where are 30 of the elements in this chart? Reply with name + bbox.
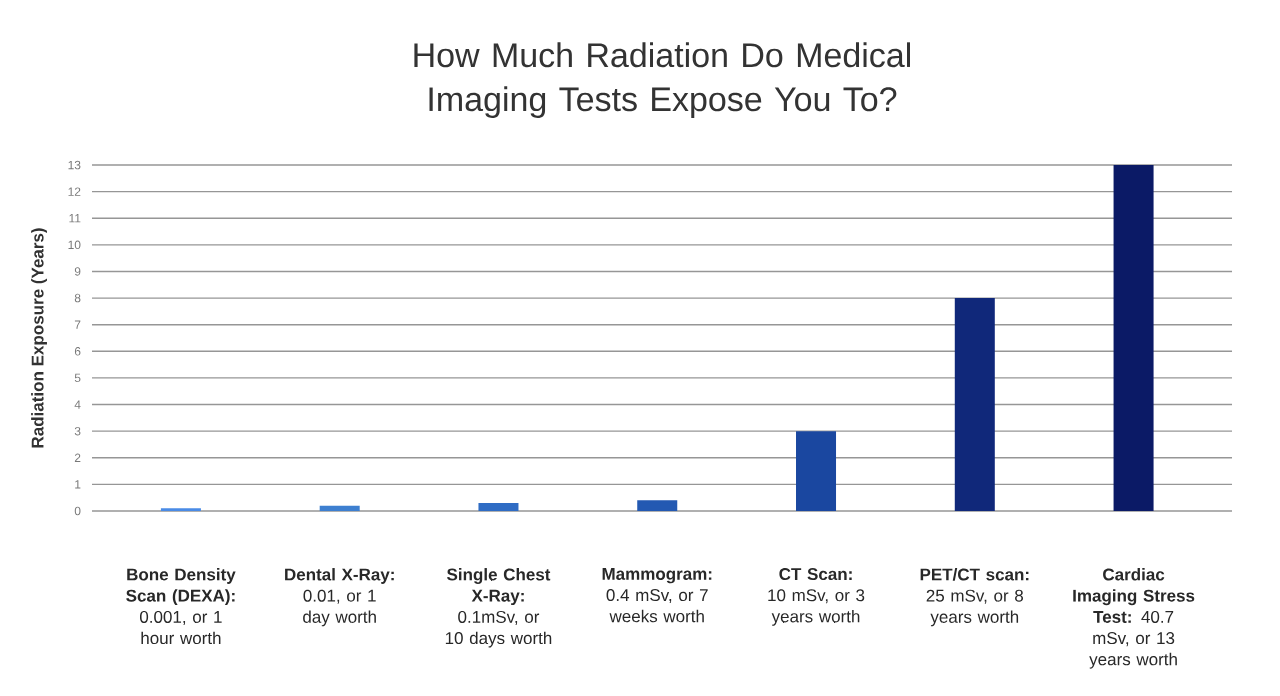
x-tick-label: Single Chest X-Ray: 0.1mSv, or 10 days worth bbox=[445, 568, 552, 648]
bar bbox=[637, 500, 678, 511]
bar bbox=[1113, 165, 1154, 511]
x-tick-label: PET/CT scan: 25 mSv, or 8 years worth bbox=[920, 568, 1029, 627]
chart-title: How Much Radiation Do Medical Imaging Tests Expose You To? bbox=[414, 42, 911, 119]
y-tick-label: 4 bbox=[74, 400, 81, 409]
y-tick-label: 8 bbox=[74, 293, 81, 303]
x-tick-label: Cardiac Imaging Stress Test: 40.7 mSv, or 13 years worth bbox=[1073, 568, 1195, 669]
bar bbox=[160, 508, 201, 511]
y-tick-label: 2 bbox=[74, 453, 81, 462]
y-tick-label: 10 bbox=[68, 240, 81, 250]
y-tick-label: 1 bbox=[75, 480, 81, 489]
y-axis-title: Radiation Exposure (Years) bbox=[31, 228, 47, 448]
y-tick-label: 5 bbox=[74, 373, 81, 383]
bar bbox=[478, 503, 519, 511]
x-tick-label: Bone Density Scan (DEXA): 0.001, or 1 hour worth bbox=[126, 568, 236, 645]
y-tick-label: 11 bbox=[69, 214, 81, 223]
y-tick-label: 13 bbox=[68, 160, 81, 170]
y-tick-label: 3 bbox=[74, 426, 81, 436]
x-tick-label: Mammogram: 0.4 mSv, or 7 weeks worth bbox=[602, 568, 712, 623]
bar bbox=[319, 505, 360, 511]
bar bbox=[796, 431, 837, 511]
x-tick-label: Dental X-Ray: 0.01, or 1 day worth bbox=[285, 568, 394, 627]
y-tick-label: 12 bbox=[68, 187, 81, 196]
y-tick-label: 7 bbox=[74, 320, 81, 329]
y-tick-label: 9 bbox=[74, 267, 81, 276]
y-tick-label: 0 bbox=[74, 506, 81, 516]
y-tick-label: 6 bbox=[74, 347, 81, 356]
bar bbox=[954, 298, 995, 511]
x-tick-label: CT Scan: 10 mSv, or 3 years worth bbox=[768, 568, 865, 626]
